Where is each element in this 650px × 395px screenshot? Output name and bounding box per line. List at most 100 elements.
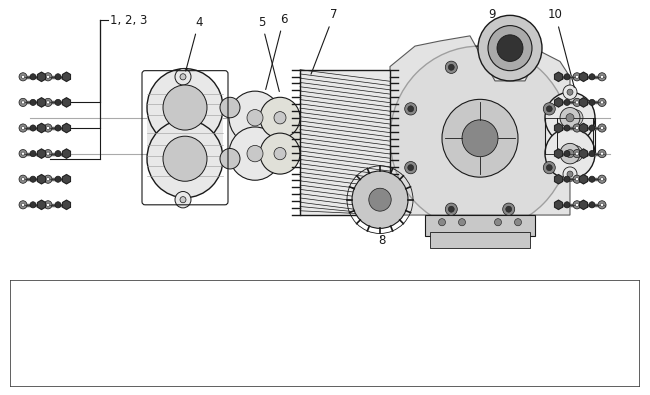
FancyBboxPatch shape [430, 233, 530, 248]
Circle shape [405, 103, 417, 115]
Circle shape [439, 219, 445, 226]
Circle shape [30, 125, 36, 131]
Polygon shape [38, 72, 46, 81]
Text: 9: 9 [488, 8, 499, 45]
Circle shape [601, 75, 603, 78]
Circle shape [19, 124, 27, 132]
Circle shape [575, 178, 578, 181]
Circle shape [601, 126, 603, 130]
Circle shape [598, 150, 606, 158]
Text: 2: 2 [115, 304, 122, 314]
Circle shape [575, 101, 578, 104]
Circle shape [19, 73, 27, 81]
Text: Driven gear: Driven gear [244, 353, 310, 363]
Circle shape [55, 202, 61, 208]
FancyBboxPatch shape [425, 215, 535, 235]
Text: Single head screw: Single head screw [21, 304, 116, 314]
Text: 5: 5 [424, 304, 430, 314]
Circle shape [598, 98, 606, 107]
Circle shape [573, 98, 581, 107]
Polygon shape [390, 36, 570, 215]
Circle shape [21, 152, 25, 155]
Circle shape [546, 165, 552, 171]
Circle shape [543, 162, 555, 174]
Circle shape [495, 219, 502, 226]
Circle shape [557, 99, 593, 136]
Circle shape [30, 150, 36, 157]
Circle shape [557, 135, 593, 172]
Circle shape [598, 201, 606, 209]
Circle shape [458, 219, 465, 226]
Text: 7: 7 [311, 8, 337, 74]
Circle shape [47, 75, 49, 78]
Circle shape [445, 203, 458, 215]
Circle shape [497, 35, 523, 62]
Circle shape [274, 112, 286, 124]
Circle shape [589, 202, 595, 208]
Polygon shape [554, 123, 562, 133]
Text: 5: 5 [258, 15, 280, 92]
Circle shape [21, 178, 25, 181]
Circle shape [567, 109, 583, 126]
Circle shape [564, 74, 570, 80]
Text: 6: 6 [15, 353, 22, 363]
Circle shape [573, 73, 581, 81]
FancyBboxPatch shape [10, 280, 640, 387]
Text: 4: 4 [186, 15, 203, 71]
Circle shape [19, 150, 27, 158]
Circle shape [462, 120, 498, 157]
Circle shape [506, 206, 512, 212]
Circle shape [598, 175, 606, 183]
Circle shape [448, 206, 454, 212]
Circle shape [44, 201, 52, 209]
Circle shape [55, 150, 61, 157]
Circle shape [175, 192, 191, 208]
Text: 10: 10 [548, 8, 575, 87]
Circle shape [408, 165, 413, 171]
Polygon shape [38, 175, 46, 184]
Circle shape [21, 203, 25, 206]
Circle shape [567, 145, 583, 162]
Circle shape [573, 124, 581, 132]
Circle shape [564, 202, 570, 208]
Circle shape [21, 75, 25, 78]
Text: 8: 8 [378, 234, 385, 247]
Polygon shape [62, 98, 70, 107]
Circle shape [488, 26, 532, 71]
Polygon shape [62, 72, 70, 81]
Circle shape [563, 167, 577, 181]
Text: Copper sleeve: Copper sleeve [545, 304, 619, 314]
Circle shape [229, 91, 281, 145]
Polygon shape [38, 200, 46, 209]
Text: 6: 6 [266, 13, 287, 90]
Circle shape [575, 152, 578, 155]
Circle shape [147, 69, 223, 147]
Text: 3: 3 [226, 304, 233, 314]
Polygon shape [38, 123, 46, 133]
Circle shape [274, 147, 286, 160]
Text: 10: 10 [420, 353, 434, 363]
Circle shape [543, 103, 555, 115]
Circle shape [180, 197, 186, 203]
Circle shape [575, 203, 578, 206]
Circle shape [573, 175, 581, 183]
Circle shape [147, 120, 223, 198]
Circle shape [589, 150, 595, 157]
Circle shape [21, 101, 25, 104]
Circle shape [260, 133, 300, 174]
Polygon shape [554, 72, 562, 81]
Polygon shape [580, 200, 588, 209]
Circle shape [546, 106, 552, 112]
Text: 8: 8 [226, 353, 233, 363]
Circle shape [545, 128, 595, 179]
Polygon shape [545, 118, 595, 154]
Polygon shape [580, 175, 588, 184]
Polygon shape [62, 200, 70, 209]
Text: Rear cover: Rear cover [554, 353, 610, 363]
Polygon shape [580, 98, 588, 107]
FancyBboxPatch shape [300, 70, 390, 215]
Circle shape [601, 101, 603, 104]
Polygon shape [580, 123, 588, 133]
Circle shape [563, 85, 577, 99]
Circle shape [564, 150, 570, 157]
